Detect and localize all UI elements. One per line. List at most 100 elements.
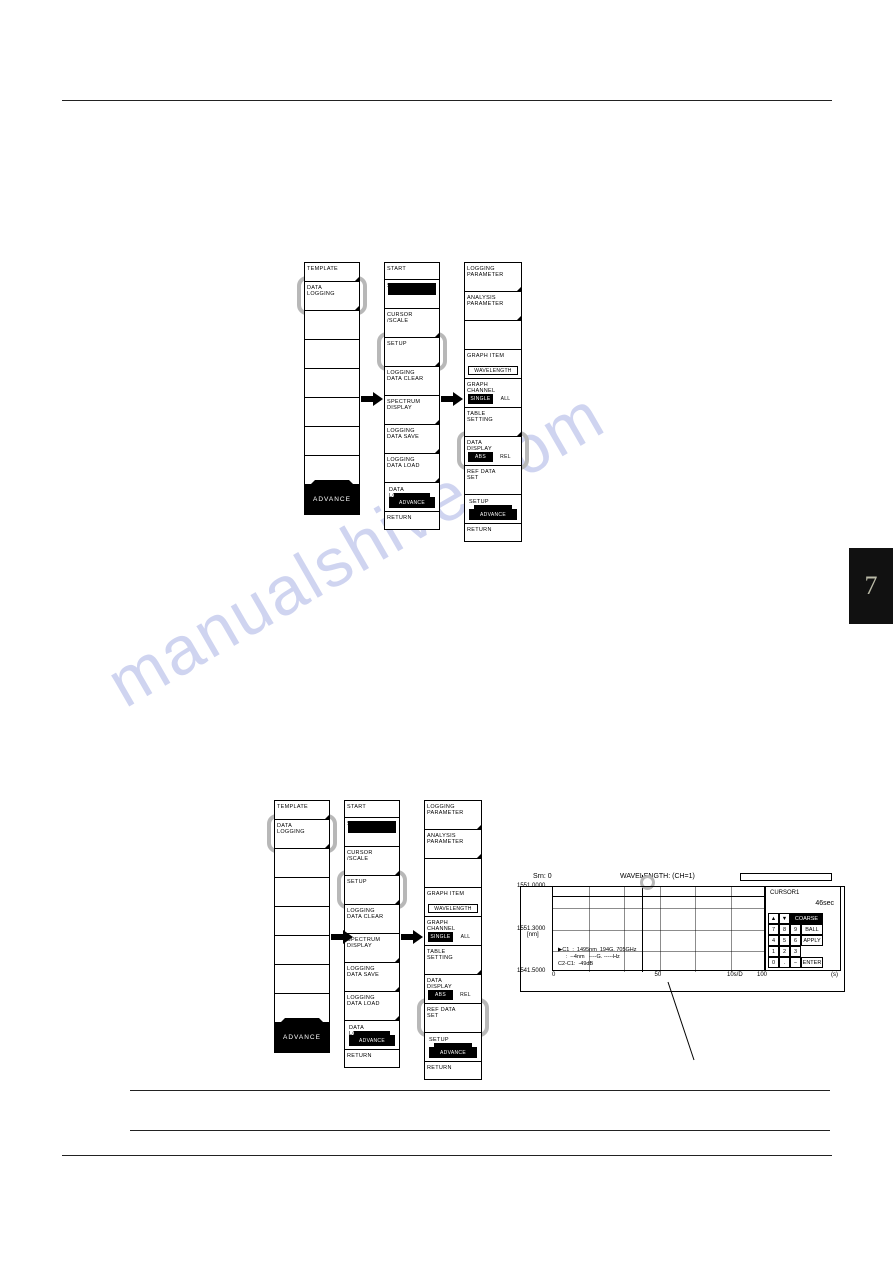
keypad-key[interactable]: . [779,957,790,968]
upper-col3-item-4: GRAPH CHANNELSINGLEALL [465,379,521,408]
keypad-key[interactable]: 6 [790,935,801,946]
rule-bottom [62,1155,832,1156]
lower-col3-item-2 [425,859,481,888]
keypad-row: 0.−ENTER [768,957,838,968]
keypad-key[interactable]: 4 [768,935,779,946]
upper-col2-item-4: LOGGING DATA CLEAR [385,367,439,396]
lower-col1-item-2 [275,849,329,878]
lower-col1-item-0: TEMPLATE [275,801,329,820]
lower-col2-item-0: START [345,801,399,818]
lower-col2-item-8: DATA LOGGINGADVANCE [345,1021,399,1050]
keypad-row: 789BALL [768,924,838,935]
upper-col3-item-0: LOGGING PARAMETER [465,263,521,292]
keypad-key[interactable]: − [790,957,801,968]
lower-col1-item-5 [275,936,329,965]
lower-col3-item-8: SETUPADVANCE [425,1033,481,1062]
upper-col3-item-1: ANALYSIS PARAMETER [465,292,521,321]
lower-arrow-0 [401,930,423,944]
upper-col2-item-5: SPECTRUM DISPLAY [385,396,439,425]
lower-col3-item-3: GRAPH ITEMWAVELENGTH [425,888,481,917]
watermark: manualshive.com [94,255,826,723]
rule-top [62,100,832,101]
keypad-key[interactable]: 1 [768,946,779,957]
keypad-row: ▲▼COARSE [768,913,838,924]
chart-title-right: WAVELENGTH: (CH=1) [620,873,695,880]
upper-col2-item-6: LOGGING DATA SAVE [385,425,439,454]
keypad-title: CURSOR1 [768,889,838,896]
lower-col1-item-3 [275,878,329,907]
chart-strip [740,873,832,881]
upper-col2-item-3: SETUP [385,338,439,367]
upper-col2-item-2: CURSOR /SCALE [385,309,439,338]
upper-col3-item-7: REF DATA SET [465,466,521,495]
keypad-key[interactable]: 8 [779,924,790,935]
upper-col1-item-8: ADVANCE [305,485,359,514]
keypad-key[interactable]: 5 [779,935,790,946]
lower-col1-item-4 [275,907,329,936]
upper-col1-item-0: TEMPLATE [305,263,359,282]
upper-col2-item-8: DATA LOGGINGADVANCE [385,483,439,512]
upper-col1-item-4 [305,369,359,398]
lower-arrow-1 [331,930,353,944]
keypad-key[interactable]: 7 [768,924,779,935]
upper-col1-item-3 [305,340,359,369]
keypad-key[interactable]: BALL [801,924,823,935]
lower-col2-item-5: SPECTRUM DISPLAY [345,934,399,963]
upper-col1-item-6 [305,427,359,456]
keypad: CURSOR146sec▲▼COARSE789BALL456APPLY1230.… [765,886,841,971]
lower-col3-item-1: ANALYSIS PARAMETER [425,830,481,859]
upper-col3-item-9: RETURN [465,524,521,541]
lower-col-1: TEMPLATEDATA LOGGING ADVANCE [274,800,330,1053]
keypad-row: 456APPLY [768,935,838,946]
upper-arrow-0 [441,392,463,406]
upper-col1-item-5 [305,398,359,427]
upper-col3-item-6: DATA DISPLAYABSREL [465,437,521,466]
lower-col2-item-3: SETUP [345,876,399,905]
upper-col2-item-1: STOP [385,280,439,309]
lower-col2-item-7: LOGGING DATA LOAD [345,992,399,1021]
upper-col1-item-1: DATA LOGGING [305,282,359,311]
upper-col2-item-0: START [385,263,439,280]
upper-col3-item-3: GRAPH ITEMWAVELENGTH [465,350,521,379]
upper-col2-item-9: RETURN [385,512,439,529]
keypad-key[interactable]: COARSE [790,913,823,924]
upper-col-3: LOGGING PARAMETERANALYSIS PARAMETER GRAPH… [464,262,522,542]
lower-col-3: LOGGING PARAMETERANALYSIS PARAMETER GRAPH… [424,800,482,1080]
page-number: 7 [865,571,878,601]
lower-col3-item-6: DATA DISPLAYABSREL [425,975,481,1004]
chart-title-left: Srn: 0 [533,873,552,880]
lower-col3-item-9: RETURN [425,1062,481,1079]
keypad-key[interactable]: APPLY [801,935,823,946]
keypad-key[interactable]: ENTER [801,957,823,968]
keypad-row: 123 [768,946,838,957]
upper-col2-item-7: LOGGING DATA LOAD [385,454,439,483]
lower-col3-item-7: REF DATA SET [425,1004,481,1033]
lower-col2-item-6: LOGGING DATA SAVE [345,963,399,992]
keypad-key[interactable]: 2 [779,946,790,957]
keypad-value: 46sec [768,896,838,913]
upper-col3-item-8: SETUPADVANCE [465,495,521,524]
lower-col2-item-9: RETURN [345,1050,399,1067]
upper-col1-item-2 [305,311,359,340]
lower-col1-item-1: DATA LOGGING [275,820,329,849]
keypad-key[interactable]: 0 [768,957,779,968]
keypad-key[interactable]: ▼ [779,913,790,924]
lower-col2-item-1: STOP [345,818,399,847]
lower-col2-item-2: CURSOR /SCALE [345,847,399,876]
keypad-key[interactable]: 3 [790,946,801,957]
lower-col3-item-5: TABLE SETTING [425,946,481,975]
page-side-tab: 7 [849,548,893,624]
lower-col1-item-6 [275,965,329,994]
keypad-key[interactable]: ▲ [768,913,779,924]
upper-col3-item-5: TABLE SETTING [465,408,521,437]
upper-col-1: TEMPLATEDATA LOGGING ADVANCE [304,262,360,515]
keypad-key[interactable]: 9 [790,924,801,935]
upper-col-2: STARTSTOPCURSOR /SCALESETUPLOGGING DATA … [384,262,440,530]
lower-col3-item-0: LOGGING PARAMETER [425,801,481,830]
lower-col2-item-4: LOGGING DATA CLEAR [345,905,399,934]
upper-col3-item-2 [465,321,521,350]
upper-arrow-1 [361,392,383,406]
page: { "page_tab_number": "7", "watermark": "… [0,0,893,1263]
lower-col1-item-8: ADVANCE [275,1023,329,1052]
lower-col3-item-4: GRAPH CHANNELSINGLEALL [425,917,481,946]
